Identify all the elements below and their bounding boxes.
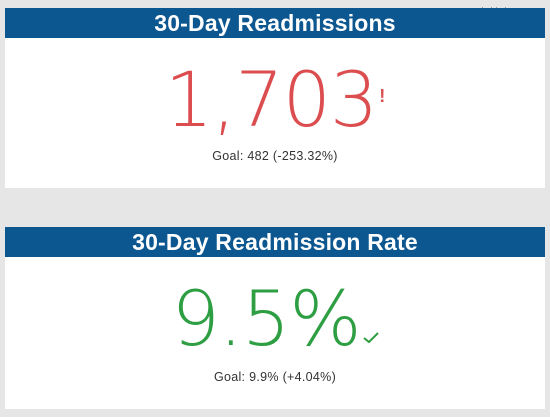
checkmark-icon [362, 331, 379, 349]
alert-icon: ! [379, 86, 386, 106]
kpi-value: 9.5% [171, 274, 361, 363]
kpi-tile-readmission-rate[interactable]: 30-Day Readmission Rate 9.5% Goal: 9.9% … [5, 227, 545, 409]
kpi-value-row: 1,703! [5, 60, 545, 140]
kpi-value: 1,703 [164, 55, 379, 144]
tile-toolbar-icons[interactable] [482, 0, 512, 13]
kpi-goal: Goal: 9.9% (+4.04%) [213, 370, 337, 384]
tile-title: 30-Day Readmission Rate [5, 227, 545, 257]
kpi-value-row: 9.5% [5, 279, 545, 359]
tile-title: 30-Day Readmissions [5, 8, 545, 38]
kpi-goal: Goal: 482 (-253.32%) [212, 149, 338, 163]
kpi-tile-readmissions[interactable]: 30-Day Readmissions 1,703! Goal: 482 (-2… [5, 8, 545, 188]
